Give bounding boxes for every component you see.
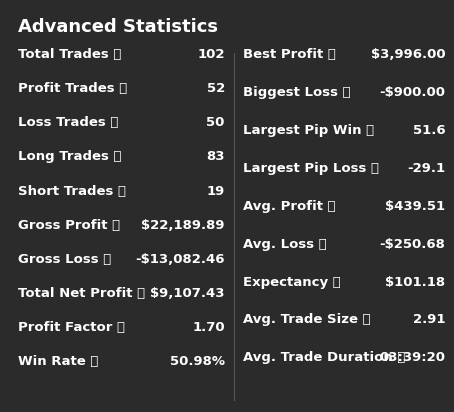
Text: -$250.68: -$250.68 bbox=[380, 238, 445, 250]
Text: Gross Loss ⓘ: Gross Loss ⓘ bbox=[18, 253, 111, 266]
Text: 1.70: 1.70 bbox=[192, 321, 225, 334]
Text: Largest Pip Loss ⓘ: Largest Pip Loss ⓘ bbox=[242, 162, 379, 175]
Text: $9,107.43: $9,107.43 bbox=[150, 287, 225, 300]
Text: Biggest Loss ⓘ: Biggest Loss ⓘ bbox=[242, 86, 350, 99]
Text: 19: 19 bbox=[207, 185, 225, 198]
Text: 52: 52 bbox=[207, 82, 225, 95]
Text: Long Trades ⓘ: Long Trades ⓘ bbox=[18, 150, 121, 164]
Text: Advanced Statistics: Advanced Statistics bbox=[18, 18, 217, 36]
Text: $439.51: $439.51 bbox=[385, 200, 445, 213]
Text: Best Profit ⓘ: Best Profit ⓘ bbox=[242, 48, 336, 61]
Text: Avg. Profit ⓘ: Avg. Profit ⓘ bbox=[242, 200, 335, 213]
Text: Loss Trades ⓘ: Loss Trades ⓘ bbox=[18, 116, 118, 129]
Text: 03:39:20: 03:39:20 bbox=[380, 351, 445, 364]
Text: Avg. Loss ⓘ: Avg. Loss ⓘ bbox=[242, 238, 326, 250]
Text: $22,189.89: $22,189.89 bbox=[141, 219, 225, 232]
Text: Avg. Trade Size ⓘ: Avg. Trade Size ⓘ bbox=[242, 314, 370, 326]
Text: Profit Factor ⓘ: Profit Factor ⓘ bbox=[18, 321, 124, 334]
Text: Total Trades ⓘ: Total Trades ⓘ bbox=[18, 48, 121, 61]
Text: 102: 102 bbox=[197, 48, 225, 61]
Text: -29.1: -29.1 bbox=[407, 162, 445, 175]
Text: 50.98%: 50.98% bbox=[170, 355, 225, 368]
Text: Expectancy ⓘ: Expectancy ⓘ bbox=[242, 276, 340, 288]
Text: -$900.00: -$900.00 bbox=[380, 86, 445, 99]
Text: 51.6: 51.6 bbox=[413, 124, 445, 137]
Text: $101.18: $101.18 bbox=[385, 276, 445, 288]
Text: Profit Trades ⓘ: Profit Trades ⓘ bbox=[18, 82, 127, 95]
Text: Win Rate ⓘ: Win Rate ⓘ bbox=[18, 355, 98, 368]
Text: Avg. Trade Duration ⓘ: Avg. Trade Duration ⓘ bbox=[242, 351, 405, 364]
Text: -$13,082.46: -$13,082.46 bbox=[135, 253, 225, 266]
Text: Largest Pip Win ⓘ: Largest Pip Win ⓘ bbox=[242, 124, 374, 137]
Text: 2.91: 2.91 bbox=[413, 314, 445, 326]
Text: 50: 50 bbox=[207, 116, 225, 129]
Text: $3,996.00: $3,996.00 bbox=[371, 48, 445, 61]
Text: Total Net Profit ⓘ: Total Net Profit ⓘ bbox=[18, 287, 145, 300]
Text: Short Trades ⓘ: Short Trades ⓘ bbox=[18, 185, 126, 198]
Text: Gross Profit ⓘ: Gross Profit ⓘ bbox=[18, 219, 120, 232]
Text: 83: 83 bbox=[206, 150, 225, 164]
